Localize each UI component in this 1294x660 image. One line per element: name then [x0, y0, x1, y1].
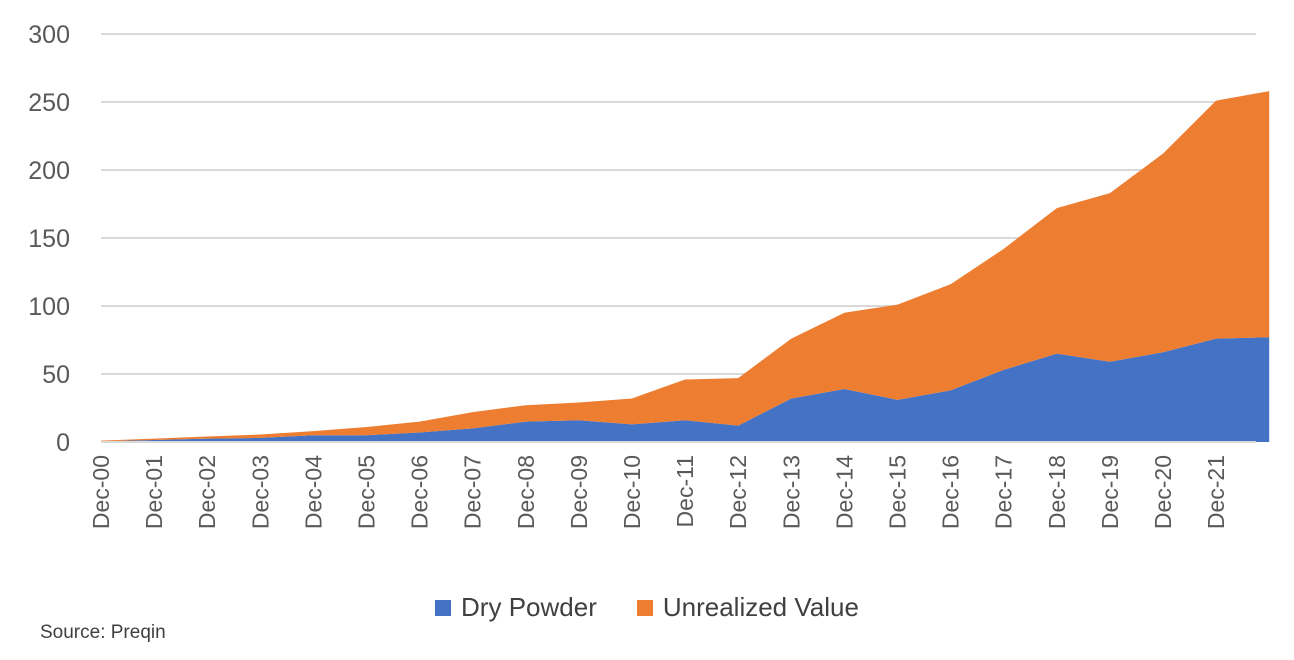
area-unrealized-value [101, 91, 1270, 442]
x-tick-label: Dec-01 [141, 455, 167, 529]
x-tick-label: Dec-09 [566, 455, 592, 529]
area-dry-powder [101, 337, 1270, 442]
x-tick-label: Dec-19 [1097, 455, 1123, 529]
y-tick-label: 50 [42, 361, 70, 389]
y-tick-label: 0 [56, 429, 70, 457]
x-tick-label: Dec-17 [991, 455, 1017, 529]
x-tick-label: Dec-12 [725, 455, 751, 529]
stacked-area-chart: 0 50 100 150 200 250 300 Dec-00 Dec-01 Dec-02 Dec-… [28, 21, 1270, 529]
x-tick-label: Dec-00 [88, 455, 114, 529]
x-tick-label: Dec-16 [938, 455, 964, 529]
legend-item-dry-powder: Dry Powder [435, 592, 597, 623]
x-tick-label: Dec-21 [1203, 455, 1229, 529]
x-tick-label: Dec-04 [300, 455, 326, 529]
y-tick-label: 200 [28, 157, 70, 185]
y-tick-label: 250 [28, 89, 70, 117]
x-tick-label: Dec-18 [1044, 455, 1070, 529]
legend-swatch [636, 599, 653, 616]
legend-swatch [435, 599, 452, 616]
y-tick-label: 100 [28, 293, 70, 321]
legend-label: Dry Powder [461, 592, 597, 622]
legend-label: Unrealized Value [662, 592, 859, 622]
x-tick-label: Dec-13 [778, 455, 804, 529]
x-tick-label: Dec-07 [460, 455, 486, 529]
x-tick-label: Dec-15 [885, 455, 911, 529]
legend: Dry Powder Unrealized Value [0, 592, 1294, 623]
x-tick-label: Dec-06 [407, 455, 433, 529]
legend-item-unrealized-value: Unrealized Value [636, 592, 859, 623]
x-tick-label: Dec-08 [513, 455, 539, 529]
x-tick-label: Dec-14 [831, 455, 857, 529]
x-tick-label: Dec-02 [194, 455, 220, 529]
x-tick-label: Dec-11 [672, 455, 698, 527]
y-tick-label: 150 [28, 225, 70, 253]
x-tick-label: Dec-10 [619, 455, 645, 529]
source-note: Source: Preqin [40, 622, 166, 643]
x-tick-label: Dec-05 [354, 455, 380, 529]
y-tick-label: 300 [28, 21, 70, 49]
x-tick-label: Dec-03 [247, 455, 273, 529]
x-tick-label: Dec-20 [1150, 455, 1176, 529]
